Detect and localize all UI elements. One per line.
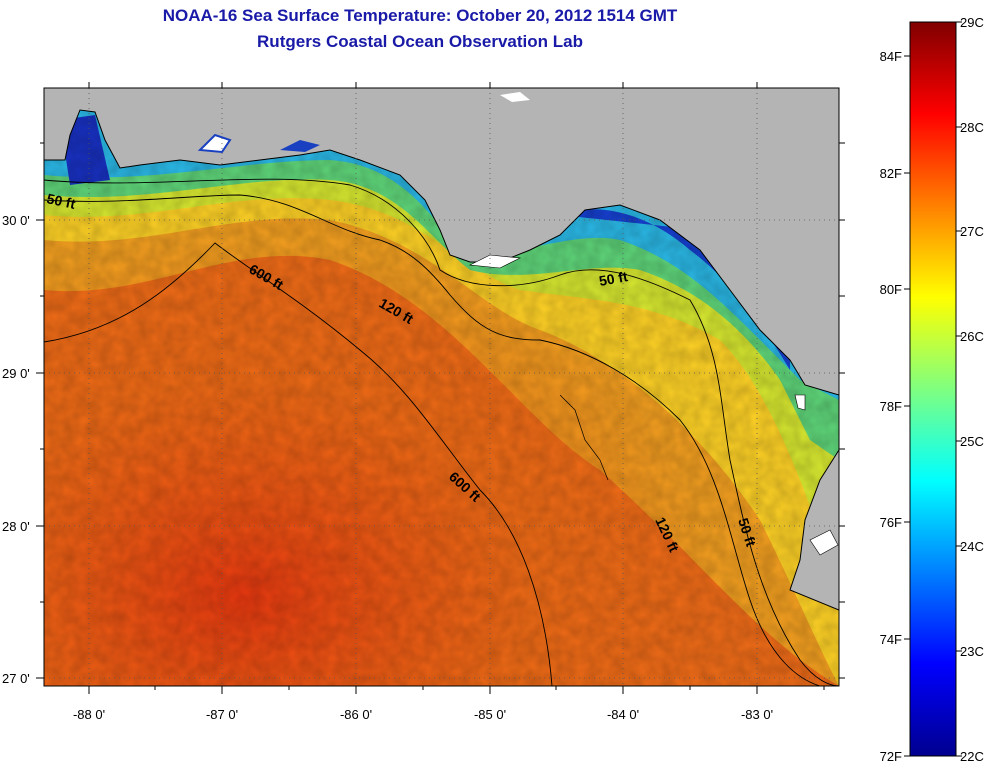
colorbar-celsius-label: 29C xyxy=(960,15,984,30)
chart-subtitle: Rutgers Coastal Ocean Observation Lab xyxy=(257,32,583,51)
contour-label: 50 ft xyxy=(45,190,77,212)
colorbar-fahrenheit-label: 84F xyxy=(880,49,902,64)
axis-ticks xyxy=(36,82,845,694)
colorbar-fahrenheit-label: 74F xyxy=(880,632,902,647)
colorbar-celsius-label: 25C xyxy=(960,434,984,449)
x-tick-label: -83 0' xyxy=(741,707,773,722)
colorbar-celsius-label: 22C xyxy=(960,749,984,764)
colorbar-celsius-label: 23C xyxy=(960,644,984,659)
sst-image xyxy=(44,88,839,686)
contour-50ft xyxy=(44,178,839,686)
colorbar-celsius-label: 27C xyxy=(960,224,984,239)
x-tick-label: -86 0' xyxy=(340,707,372,722)
contour-600ft xyxy=(44,242,553,686)
chart-title: NOAA-16 Sea Surface Temperature: October… xyxy=(162,6,678,25)
colorbar-ticks xyxy=(904,21,962,757)
colorbar-fahrenheit-label: 80F xyxy=(880,282,902,297)
y-tick-label: 30 0' xyxy=(2,213,30,228)
contour-label: 50 ft xyxy=(598,268,629,289)
x-tick-label: -84 0' xyxy=(607,707,639,722)
y-tick-label: 27 0' xyxy=(2,671,30,686)
colorbar-celsius-label: 28C xyxy=(960,120,984,135)
x-tick-label: -87 0' xyxy=(206,707,238,722)
x-tick-label: -85 0' xyxy=(474,707,506,722)
x-tick-label: -88 0' xyxy=(73,707,105,722)
contour-120ft xyxy=(44,194,821,686)
map-frame xyxy=(43,87,840,687)
colorbar xyxy=(909,21,957,757)
land-mass xyxy=(44,88,839,395)
colorbar-fahrenheit-label: 76F xyxy=(880,515,902,530)
y-tick-label: 28 0' xyxy=(2,519,30,534)
colorbar-fahrenheit-label: 78F xyxy=(880,399,902,414)
y-tick-label: 29 0' xyxy=(2,366,30,381)
colorbar-celsius-label: 24C xyxy=(960,539,984,554)
colorbar-celsius-label: 26C xyxy=(960,329,984,344)
colorbar-fahrenheit-label: 72F xyxy=(880,749,902,764)
colorbar-fahrenheit-label: 82F xyxy=(880,166,902,181)
